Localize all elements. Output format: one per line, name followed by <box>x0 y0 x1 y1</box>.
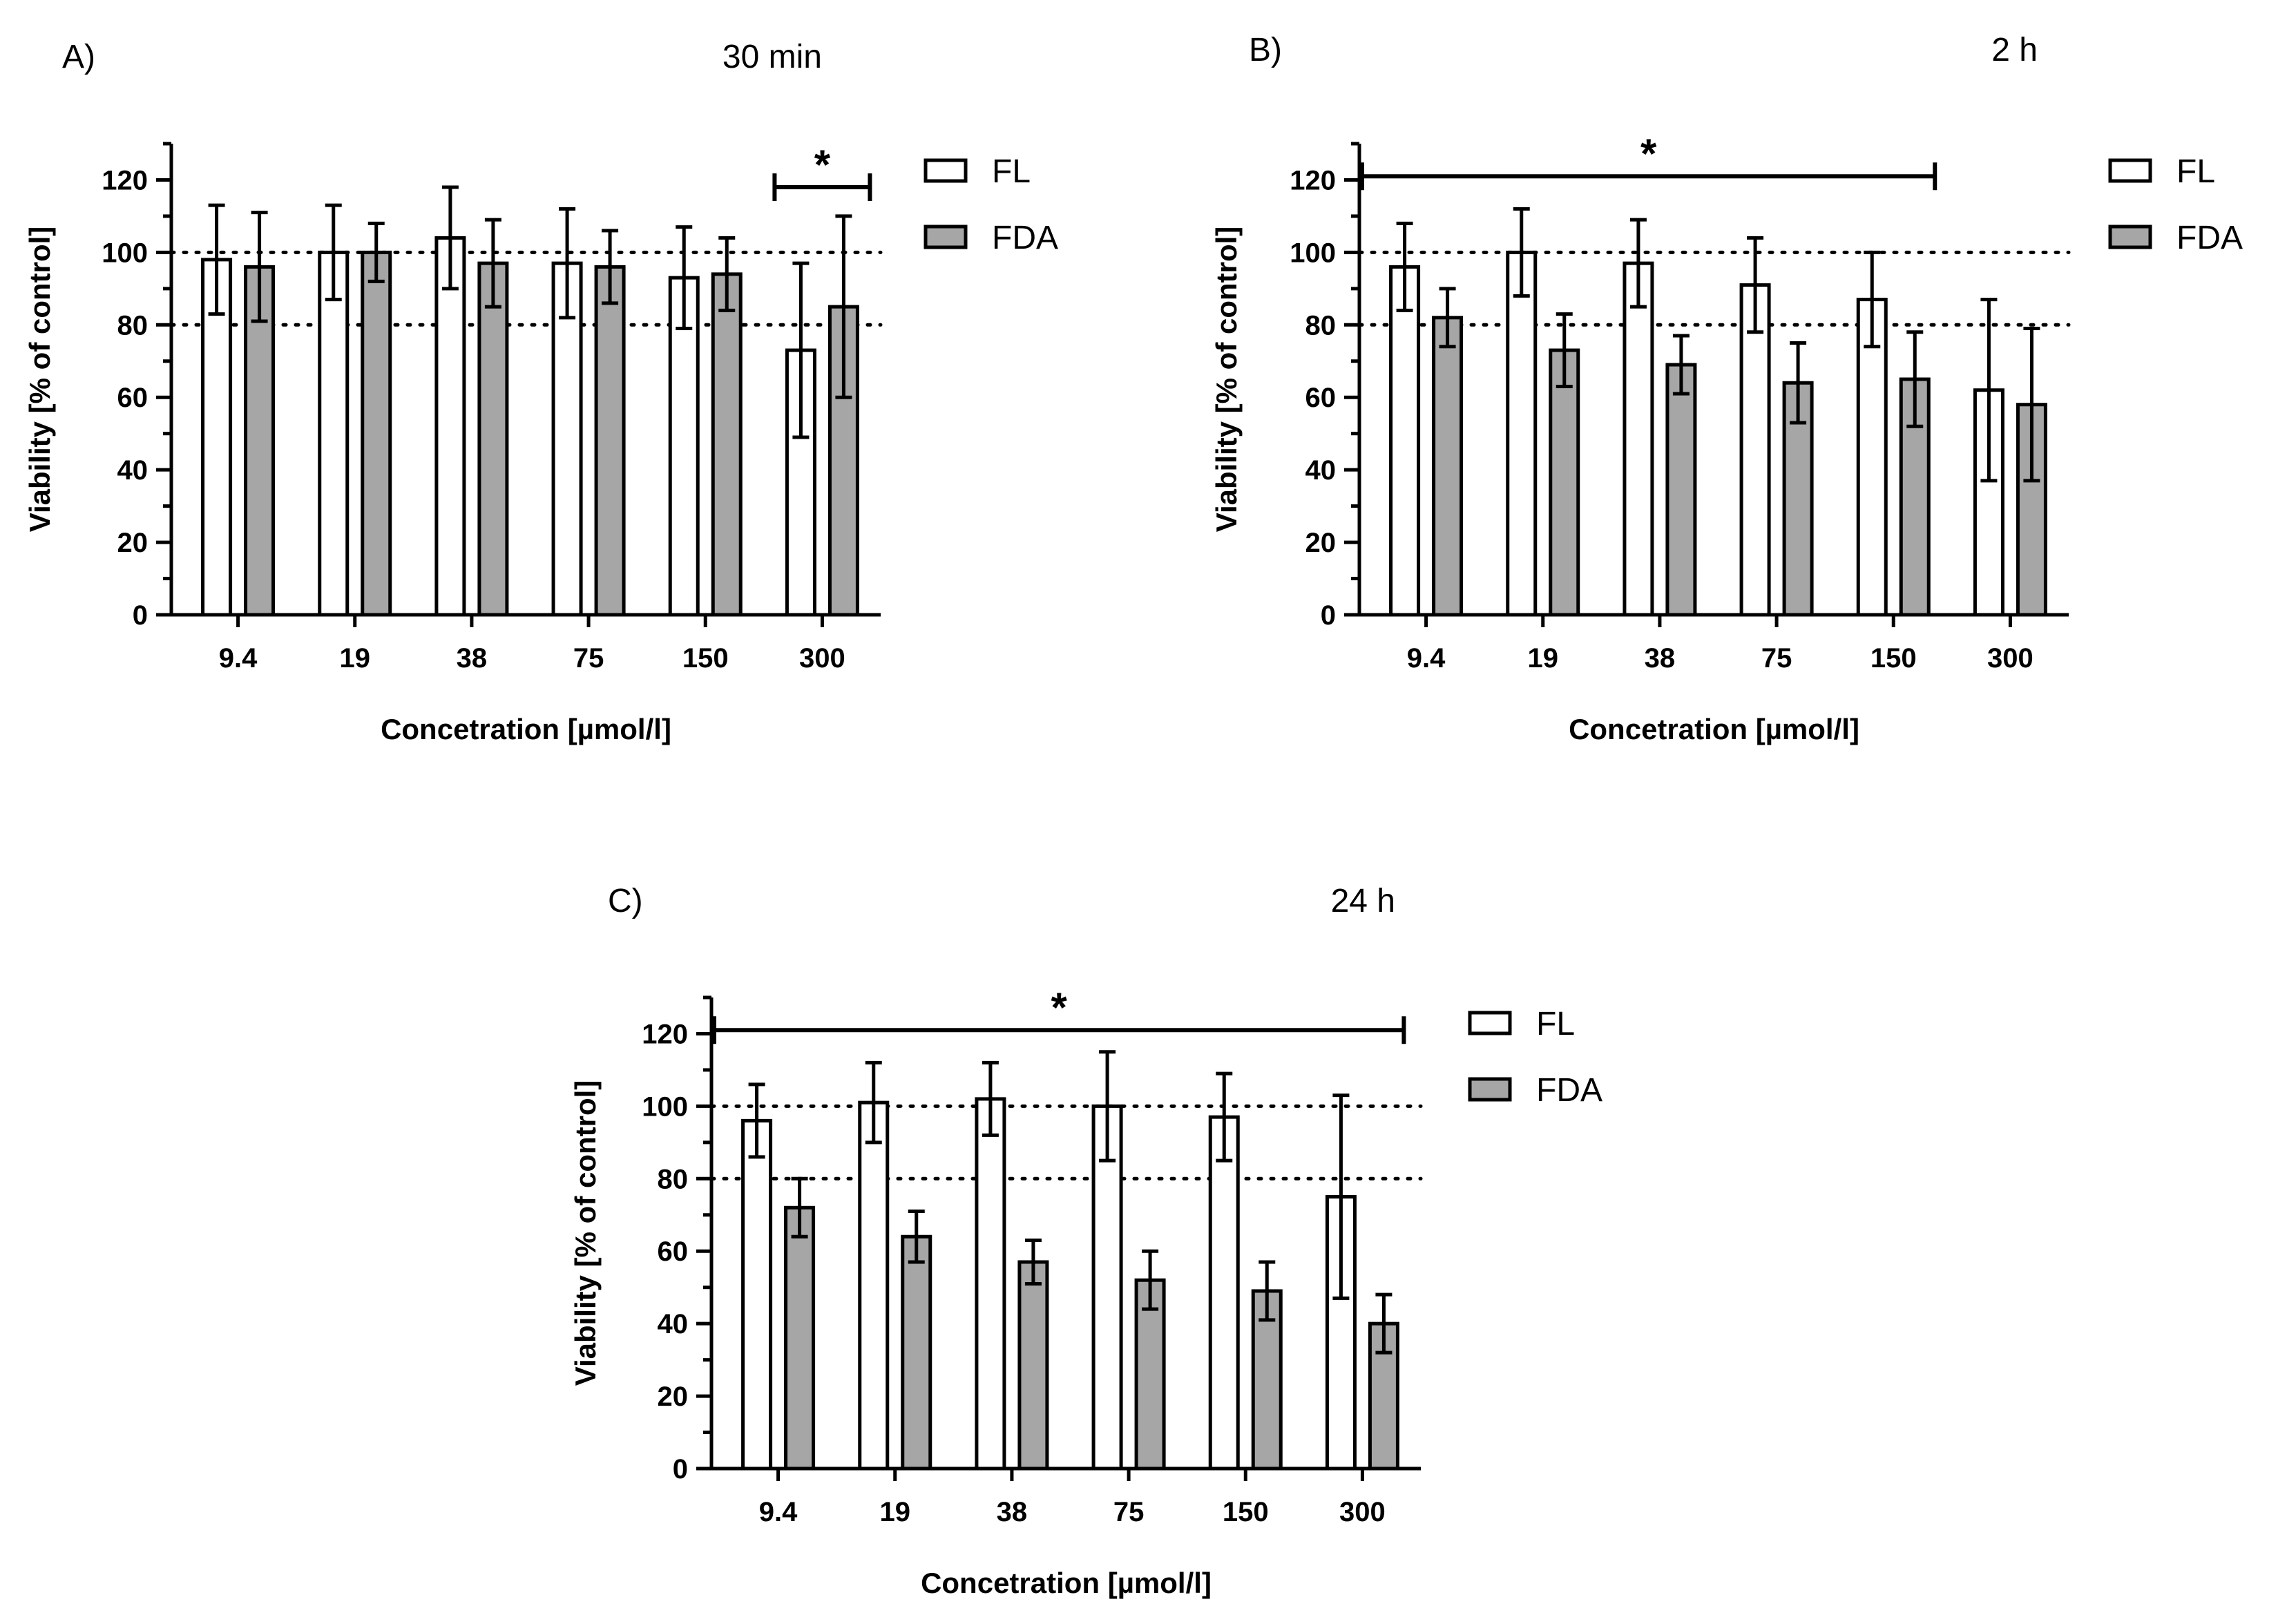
bar-fda-38 <box>1665 363 1697 617</box>
bar-fl-38 <box>434 236 466 617</box>
x-tick-label: 19 <box>880 1497 911 1527</box>
x-tick-label: 38 <box>1645 643 1676 674</box>
significance-marker: * <box>814 142 831 188</box>
bar-fl-75 <box>1739 283 1771 617</box>
x-tick-label: 150 <box>682 643 729 674</box>
bar-fl-38 <box>1623 261 1654 617</box>
bar-fda-150 <box>711 272 743 617</box>
x-tick-label: 19 <box>1528 643 1559 674</box>
y-tick-label: 40 <box>1305 455 1337 486</box>
bar-fl-75 <box>1091 1104 1123 1471</box>
bar-fl-19 <box>318 250 350 617</box>
y-tick-label: 20 <box>1305 528 1337 558</box>
bar-fda-19 <box>1549 348 1580 617</box>
x-tick-label: 9.4 <box>219 643 258 674</box>
chart-title: 30 min <box>723 39 822 75</box>
y-axis-title: Viability [% of control] <box>569 1080 602 1386</box>
legend-label-fl: FL <box>2176 153 2215 190</box>
bar-fl-9.4 <box>1389 265 1421 617</box>
legend-label-fl: FL <box>992 153 1031 190</box>
panel-label: C) <box>608 883 643 919</box>
y-tick-label: 40 <box>117 455 149 486</box>
x-tick-label: 38 <box>997 1497 1028 1527</box>
bar-fda-300 <box>1368 1321 1399 1471</box>
bar-fda-9.4 <box>784 1205 816 1471</box>
legend-swatch-fl <box>1468 1011 1512 1035</box>
x-tick-label: 300 <box>1987 643 2034 674</box>
x-tick-label: 150 <box>1870 643 1917 674</box>
legend-swatch-fda <box>1468 1077 1512 1102</box>
bar-fl-38 <box>975 1097 1006 1471</box>
y-tick-label: 120 <box>1290 165 1336 195</box>
y-tick-label: 0 <box>133 600 148 631</box>
bar-fda-75 <box>594 265 626 617</box>
bar-fl-19 <box>858 1100 890 1471</box>
x-axis-title: Concetration [µmol/l] <box>921 1567 1212 1599</box>
y-tick-label: 60 <box>117 383 149 413</box>
legend-swatch-fda <box>2108 225 2152 249</box>
y-tick-label: 100 <box>1290 238 1336 268</box>
x-tick-label: 75 <box>1113 1497 1145 1527</box>
panel-label: B) <box>1249 32 1282 68</box>
y-axis-title: Viability [% of control] <box>23 227 56 533</box>
legend-swatch-fl <box>924 158 968 183</box>
bar-fda-19 <box>901 1234 932 1471</box>
y-tick-label: 80 <box>117 310 149 341</box>
bar-fda-38 <box>1017 1260 1049 1471</box>
significance-marker: * <box>1640 131 1657 177</box>
bar-fda-9.4 <box>1432 316 1464 617</box>
y-tick-label: 80 <box>1305 310 1337 341</box>
legend-label-fda: FDA <box>2176 220 2243 256</box>
bar-fda-38 <box>477 261 509 617</box>
significance-marker: * <box>1051 984 1068 1031</box>
x-axis-title: Concetration [µmol/l] <box>1569 713 1859 745</box>
bar-fl-19 <box>1506 250 1538 617</box>
x-tick-label: 9.4 <box>759 1497 798 1527</box>
legend-label-fl: FL <box>1536 1006 1575 1042</box>
legend-label-fda: FDA <box>1536 1072 1602 1109</box>
y-tick-label: 20 <box>117 528 149 558</box>
x-tick-label: 75 <box>1761 643 1792 674</box>
x-tick-label: 75 <box>573 643 604 674</box>
legend-swatch-fda <box>924 225 968 249</box>
x-tick-label: 150 <box>1223 1497 1269 1527</box>
panel-a: A) 30 min 0 20 40 60 80 100 120 9.4 19 38 75 150 300 Co… <box>23 39 1058 745</box>
bar-fl-150 <box>1208 1115 1240 1471</box>
x-tick-label: 300 <box>799 643 845 674</box>
bar-fda-19 <box>361 250 392 617</box>
x-tick-label: 38 <box>457 643 488 674</box>
y-tick-label: 100 <box>642 1091 688 1122</box>
x-tick-label: 19 <box>340 643 371 674</box>
panel-label: A) <box>62 39 95 75</box>
y-tick-label: 20 <box>658 1382 689 1412</box>
y-tick-label: 60 <box>658 1236 689 1267</box>
y-tick-label: 60 <box>1305 383 1337 413</box>
y-tick-label: 120 <box>642 1019 688 1049</box>
y-axis-title: Viability [% of control] <box>1210 227 1243 533</box>
x-tick-label: 300 <box>1339 1497 1386 1527</box>
y-tick-label: 100 <box>102 238 148 268</box>
y-tick-label: 80 <box>658 1164 689 1194</box>
y-tick-label: 120 <box>102 165 148 195</box>
chart-title: 2 h <box>1991 32 2038 68</box>
legend-swatch-fl <box>2108 158 2152 183</box>
y-tick-label: 0 <box>1321 600 1336 631</box>
legend-label-fda: FDA <box>992 220 1058 256</box>
bar-fl-9.4 <box>741 1118 773 1471</box>
y-tick-label: 40 <box>658 1309 689 1339</box>
panel-b: B) 2 h 0 20 40 60 80 100 120 9.4 19 38 75 150 300 Conce… <box>1210 32 2243 745</box>
x-axis-title: Concetration [µmol/l] <box>381 713 671 745</box>
x-tick-label: 9.4 <box>1407 643 1446 674</box>
y-tick-label: 0 <box>673 1454 688 1484</box>
chart-title: 24 h <box>1331 883 1395 919</box>
panel-c: C) 24 h 0 20 40 60 80 100 120 9.4 19 38 75 150 300 Conc… <box>569 883 1602 1599</box>
